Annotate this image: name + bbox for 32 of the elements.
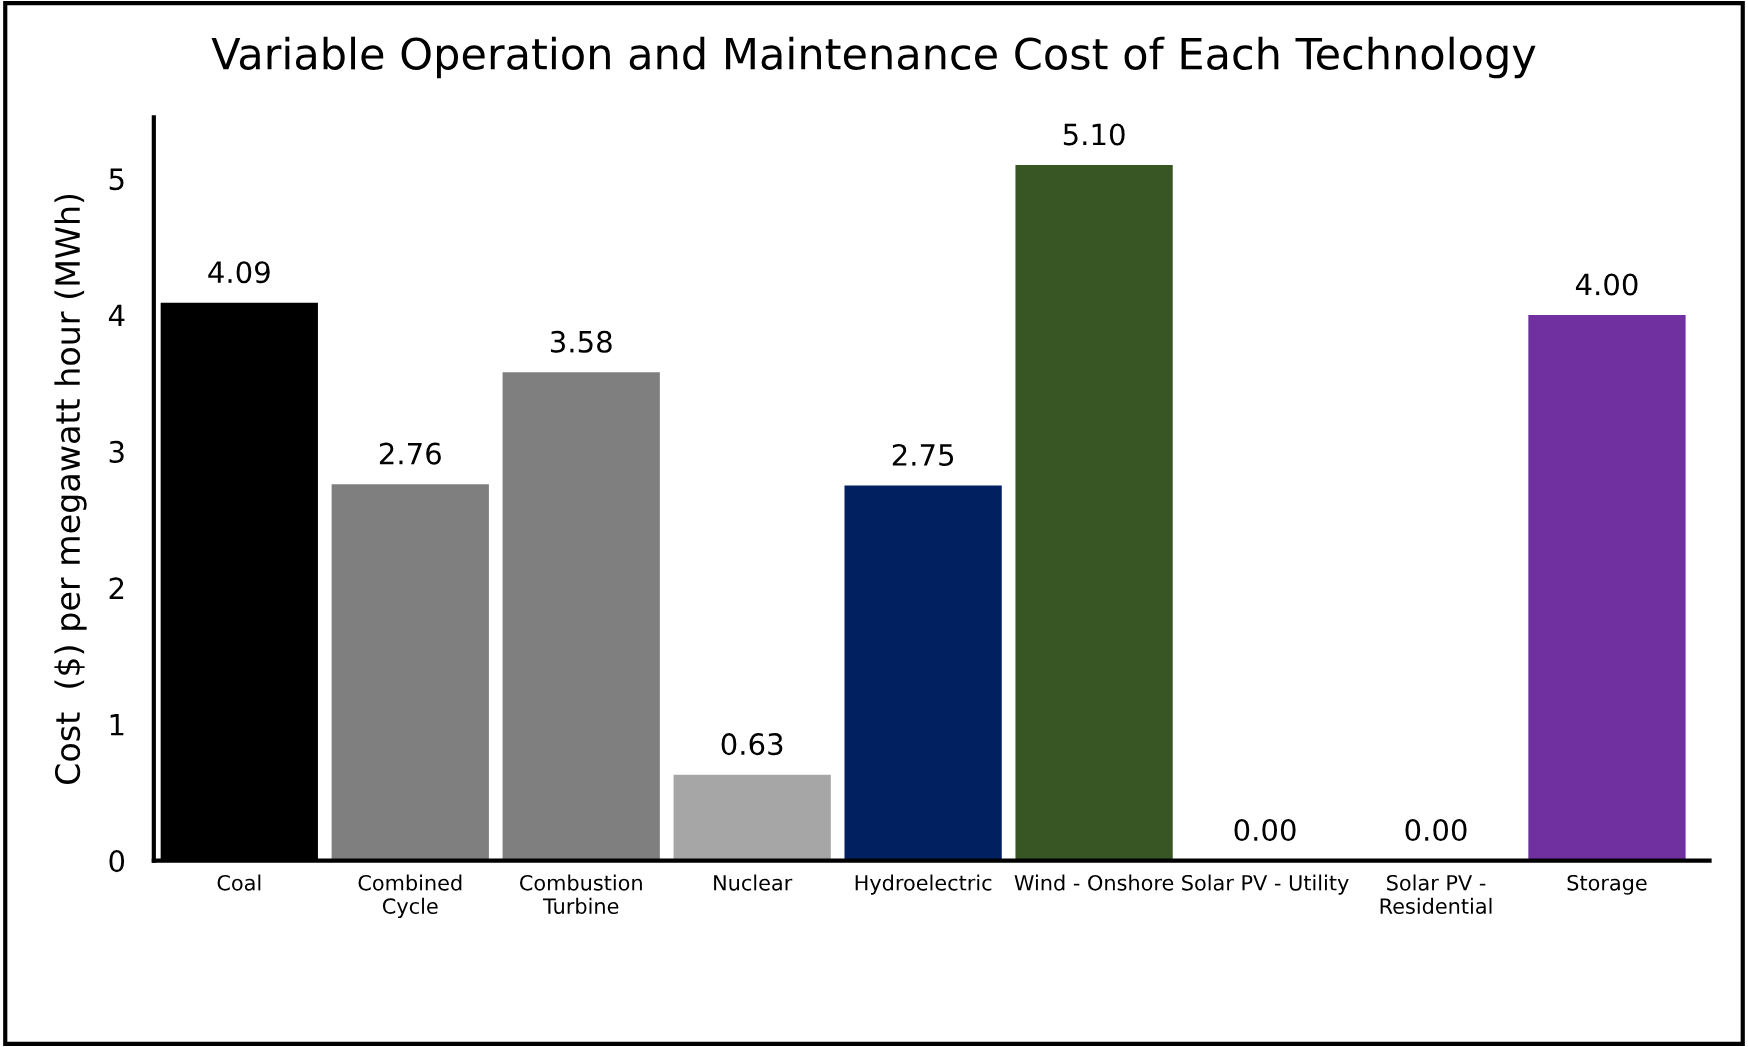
bar (331, 484, 489, 861)
y-tick-label: 4 (108, 304, 125, 327)
bar (844, 485, 1002, 861)
data-label: 4.09 (208, 261, 270, 284)
x-tick-label: Storage (1567, 874, 1647, 895)
x-tick-label: Coal (217, 874, 261, 891)
y-tick-label: 3 (109, 440, 124, 463)
y-tick-label: 2 (109, 577, 124, 599)
data-label: 3.58 (550, 330, 612, 353)
bar (673, 774, 831, 861)
bar (1015, 165, 1173, 861)
y-tick-label: 1 (110, 714, 124, 736)
bar (1528, 315, 1686, 861)
data-label: 0.63 (721, 733, 783, 756)
y-axis-title: Cost ($) per megawatt hour (MWh) (54, 194, 87, 785)
data-label: 4.00 (1575, 273, 1638, 296)
x-tick-label: Combustion Turbine (520, 874, 642, 914)
data-label: 0.00 (1405, 819, 1467, 842)
x-tick-label: Nuclear (714, 874, 793, 891)
y-tick-label: 0 (109, 850, 125, 873)
data-label: 5.10 (1063, 123, 1125, 146)
x-tick-label: Hydroelectric (855, 874, 992, 895)
y-tick-label: 5 (109, 168, 124, 191)
x-tick-label: Solar PV - Residential (1380, 874, 1492, 914)
data-label: 0.00 (1234, 819, 1296, 842)
x-tick-label: Wind - Onshore (1014, 874, 1174, 891)
x-tick-label: Combined Cycle (358, 874, 462, 919)
data-label: 2.76 (379, 442, 441, 465)
bar (502, 372, 660, 861)
data-label: 2.75 (892, 443, 954, 466)
chart-title: Variable Operation and Maintenance Cost of Each Technology (211, 36, 1536, 79)
x-tick-label: Solar PV - Utility (1182, 874, 1349, 895)
